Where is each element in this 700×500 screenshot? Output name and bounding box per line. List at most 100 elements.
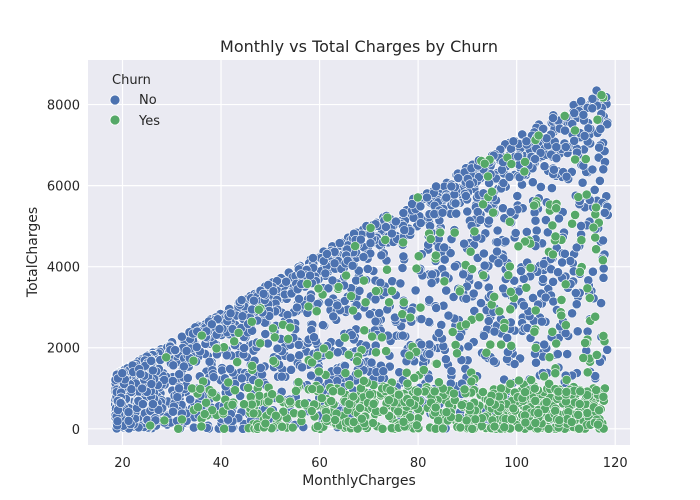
data-point-no [528,292,538,303]
data-point-yes [358,275,369,286]
data-point-no [500,236,511,247]
data-point-yes [326,396,337,406]
data-point-yes [313,283,324,294]
data-point-no [305,270,315,281]
data-point-no [178,361,189,372]
data-point-no [552,349,563,359]
data-point-yes [398,297,409,308]
data-point-no [596,298,606,308]
data-point-no [567,308,577,319]
data-point-yes [580,337,590,348]
data-point-no [454,331,465,342]
data-point-yes [455,422,466,433]
data-point-no [521,226,532,237]
data-point-no [123,415,134,426]
data-point-yes [467,264,477,274]
data-point-yes [467,423,478,434]
data-point-yes [293,377,304,387]
data-point-no [433,327,444,338]
data-point-no [285,352,296,363]
data-point-no [366,357,377,368]
data-point-yes [340,368,351,378]
data-point-no [431,181,441,192]
data-point-no [297,362,307,373]
data-point-yes [575,266,585,277]
data-point-yes [437,423,448,434]
data-point-yes [520,417,531,428]
data-point-no [174,383,184,394]
legend-label-no: No [139,93,157,108]
x-tick-label: 40 [213,456,230,471]
data-point-no [397,263,408,273]
data-point-yes [459,384,470,395]
data-point-no [334,238,345,248]
data-point-no [561,171,572,182]
data-point-no [595,175,605,186]
data-point-yes [489,421,500,432]
data-point-yes [466,376,477,387]
data-point-yes [533,130,544,141]
data-point-yes [321,413,332,424]
legend-marker-no [109,94,121,106]
data-point-yes [429,386,440,397]
data-point-yes [469,226,480,237]
data-point-yes [360,297,371,308]
data-point-yes [452,348,462,359]
data-point-no [437,207,448,218]
data-point-no [521,136,532,147]
y-axis-label: TotalCharges [25,207,41,298]
data-point-yes [529,326,540,337]
data-point-no [399,225,410,235]
data-point-no [484,215,494,226]
data-point-no [440,354,451,365]
data-point-no [376,250,387,261]
data-point-yes [506,414,517,425]
data-point-yes [333,281,344,292]
data-point-yes [364,389,375,400]
data-point-no [146,355,157,366]
data-point-no [422,192,432,203]
data-point-yes [378,405,389,416]
data-point-no [317,320,328,330]
data-point-yes [343,349,354,360]
data-point-yes [307,384,318,394]
data-point-yes [306,406,317,416]
data-point-yes [291,385,301,396]
data-point-yes [246,316,257,327]
data-point-no [492,246,502,257]
data-point-no [375,277,386,288]
data-point-yes [460,319,471,330]
data-point-yes [483,171,493,182]
data-point-yes [550,405,561,416]
data-point-no [398,251,409,262]
data-point-no [560,142,571,152]
data-point-yes [488,207,498,218]
data-point-no [548,296,559,307]
data-point-no [168,360,179,371]
data-point-yes [598,330,609,341]
data-point-no [492,237,503,248]
data-point-no [498,178,509,188]
data-point-no [450,198,461,209]
legend-title: Churn [112,73,151,88]
data-point-no [557,257,567,268]
data-point-yes [551,203,562,214]
legend: Churn No Yes [109,73,160,129]
data-point-yes [433,377,444,388]
data-point-yes [411,420,422,431]
data-point-yes [409,372,420,383]
data-point-yes [496,383,506,394]
data-point-yes [382,264,392,275]
data-point-yes [544,352,555,363]
data-point-no [386,228,397,239]
data-point-yes [248,408,259,419]
data-point-yes [574,423,584,434]
data-point-yes [270,410,281,421]
data-point-yes [393,389,404,400]
data-point-no [416,314,427,324]
data-point-yes [521,282,532,293]
data-point-yes [506,159,517,169]
data-point-yes [277,421,287,432]
data-point-no [170,345,180,355]
data-point-yes [499,323,510,333]
